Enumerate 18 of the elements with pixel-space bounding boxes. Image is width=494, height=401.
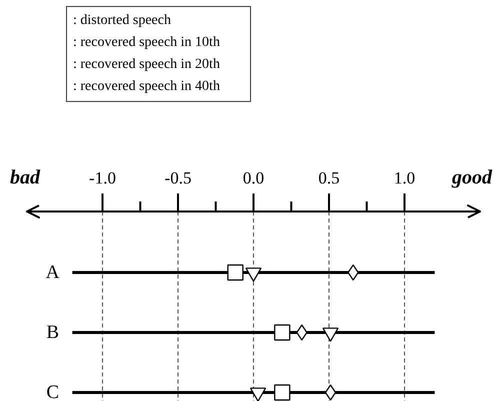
point — [274, 384, 290, 401]
text: : distorted speech — [73, 12, 172, 30]
y-tick-label: C — [46, 382, 60, 401]
text: : recovered speech in 20th — [73, 56, 221, 74]
text: good — [451, 166, 493, 188]
x-tick-label: 0.5 — [318, 168, 340, 188]
x-tick-label: -0.5 — [164, 168, 192, 188]
y-tick-label: A — [46, 262, 60, 283]
x-tick-label: -1.0 — [89, 168, 116, 188]
x-tick-label: 0.0 — [242, 168, 264, 188]
y-tick-label: B — [46, 322, 60, 343]
text: bad — [10, 166, 41, 188]
point — [227, 264, 244, 281]
text: : recovered speech in 40th — [73, 78, 221, 96]
text: : recovered speech in 10th — [73, 34, 221, 52]
point — [324, 384, 336, 401]
x-tick-label: 1.0 — [394, 168, 416, 188]
point — [274, 324, 290, 341]
